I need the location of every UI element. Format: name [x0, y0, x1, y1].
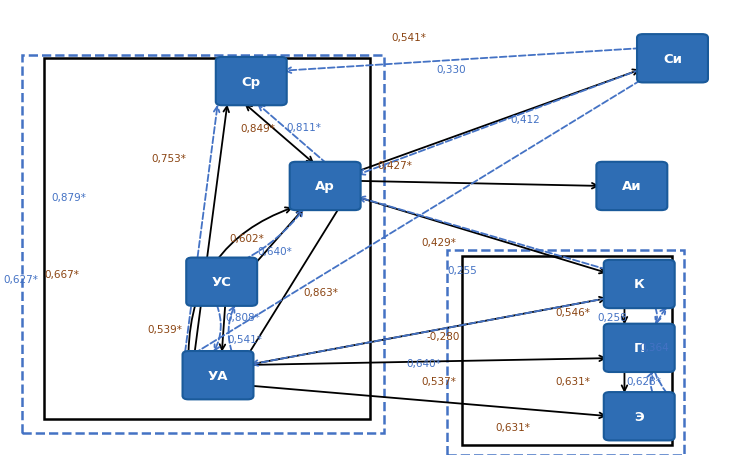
Text: 0,640*: 0,640* [406, 358, 441, 368]
Text: 0,753*: 0,753* [151, 153, 186, 163]
FancyBboxPatch shape [637, 35, 708, 83]
Text: Аи: Аи [622, 180, 641, 193]
Text: 0,631*: 0,631* [556, 376, 590, 386]
Text: 0,258: 0,258 [597, 313, 627, 323]
Text: Ср: Ср [242, 76, 261, 88]
Text: Э: Э [634, 410, 644, 423]
Text: -0,280: -0,280 [426, 331, 460, 341]
Text: 0,546*: 0,546* [556, 307, 590, 317]
Text: 0,427*: 0,427* [377, 160, 412, 170]
Text: 0,849*: 0,849* [240, 124, 275, 134]
Text: 0,808*: 0,808* [225, 313, 260, 323]
Text: 0,429*: 0,429* [421, 238, 456, 248]
Bar [44, 59, 370, 419]
Text: 0,330: 0,330 [436, 65, 466, 75]
Text: УА: УА [208, 369, 228, 382]
FancyBboxPatch shape [604, 324, 675, 372]
FancyBboxPatch shape [183, 351, 253, 399]
Text: УС: УС [212, 276, 231, 288]
Text: 0,628*: 0,628* [627, 376, 661, 386]
Text: 0,412: 0,412 [510, 115, 539, 125]
FancyBboxPatch shape [290, 162, 361, 211]
Text: 0,364: 0,364 [639, 342, 669, 352]
Text: 0,537*: 0,537* [421, 376, 456, 386]
FancyBboxPatch shape [186, 258, 257, 306]
Text: 0,627*: 0,627* [4, 274, 38, 284]
Text: Ар: Ар [316, 180, 335, 193]
FancyBboxPatch shape [604, 260, 675, 308]
Text: 0,255: 0,255 [447, 265, 477, 275]
Text: 0,539*: 0,539* [148, 324, 183, 334]
Bar [22, 56, 384, 433]
Text: 0,811*: 0,811* [287, 123, 321, 133]
Text: 0,879*: 0,879* [52, 192, 86, 202]
Text: 0,541*: 0,541* [392, 33, 426, 43]
Bar [447, 250, 684, 455]
FancyBboxPatch shape [596, 162, 667, 211]
FancyBboxPatch shape [604, 392, 675, 440]
Text: Си: Си [663, 53, 682, 66]
FancyBboxPatch shape [216, 58, 287, 106]
Text: 0,541*: 0,541* [228, 334, 262, 344]
Bar [462, 256, 672, 445]
Text: 0,863*: 0,863* [303, 288, 338, 298]
Text: П: П [633, 342, 645, 354]
Text: 0,602*: 0,602* [229, 233, 264, 243]
Text: 0,667*: 0,667* [44, 269, 79, 279]
Text: 0,631*: 0,631* [495, 422, 530, 432]
Text: 0,640*: 0,640* [257, 247, 292, 257]
Text: К: К [634, 278, 644, 291]
